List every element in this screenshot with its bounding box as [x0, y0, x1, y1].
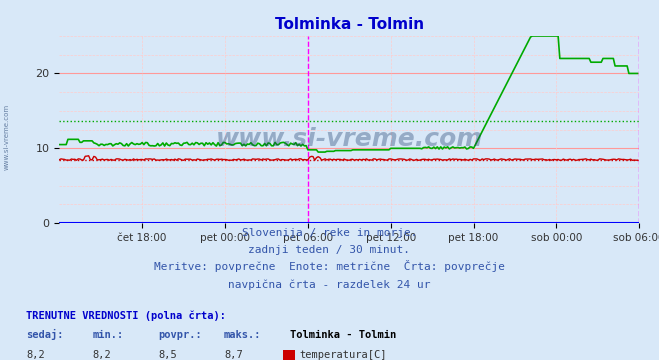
Text: 8,7: 8,7 [224, 350, 243, 360]
Text: www.si-vreme.com: www.si-vreme.com [215, 127, 483, 151]
Text: 8,5: 8,5 [158, 350, 177, 360]
Text: sedaj:: sedaj: [26, 329, 64, 341]
Text: navpična črta - razdelek 24 ur: navpična črta - razdelek 24 ur [228, 279, 431, 290]
Text: Tolminka - Tolmin: Tolminka - Tolmin [290, 330, 396, 341]
Text: Slovenija / reke in morje.: Slovenija / reke in morje. [242, 228, 417, 238]
Title: Tolminka - Tolmin: Tolminka - Tolmin [275, 17, 424, 32]
Text: maks.:: maks.: [224, 330, 262, 341]
Text: www.si-vreme.com: www.si-vreme.com [3, 104, 9, 170]
Text: TRENUTNE VREDNOSTI (polna črta):: TRENUTNE VREDNOSTI (polna črta): [26, 310, 226, 321]
Text: min.:: min.: [92, 330, 123, 341]
Text: 8,2: 8,2 [26, 350, 45, 360]
Text: temperatura[C]: temperatura[C] [300, 350, 387, 360]
Text: povpr.:: povpr.: [158, 330, 202, 341]
Text: 8,2: 8,2 [92, 350, 111, 360]
Text: zadnji teden / 30 minut.: zadnji teden / 30 minut. [248, 245, 411, 255]
Text: Meritve: povprečne  Enote: metrične  Črta: povprečje: Meritve: povprečne Enote: metrične Črta:… [154, 260, 505, 273]
